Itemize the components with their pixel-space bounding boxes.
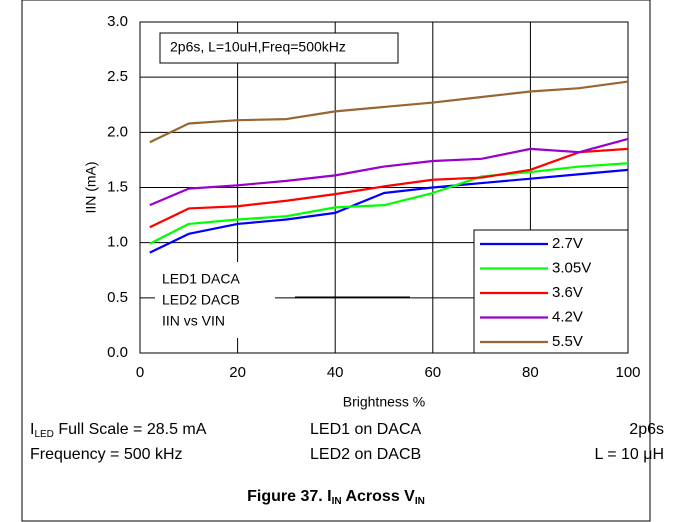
series-line	[149, 80, 629, 144]
legend-label: 4.2V	[552, 308, 583, 325]
note-box	[159, 32, 399, 64]
footer-text: I	[30, 421, 34, 438]
y-tick-label: 3.0	[107, 13, 128, 30]
caption: Figure 37. IIN Across VIN	[247, 488, 425, 506]
y-axis-label: IIN (mA)	[83, 161, 99, 213]
frame	[21, 0, 651, 522]
subscript: IN	[415, 496, 425, 507]
footer-middle: LED2 on DACB	[310, 446, 421, 463]
note: IIN vs VIN	[162, 313, 225, 329]
x-tick-label: 60	[424, 364, 441, 381]
x-tick-label: 40	[327, 364, 344, 381]
x-tick-label: 100	[615, 364, 640, 381]
legend-box	[473, 229, 629, 354]
footer-text: Full Scale = 28.5 mA	[54, 421, 207, 438]
footer-left: Frequency = 500 kHz	[30, 446, 183, 463]
legend-label: 5.5V	[552, 333, 583, 350]
legend-label: 2.7V	[552, 235, 583, 252]
x-tick-label: 80	[522, 364, 539, 381]
footer-right: L = 10 μH	[594, 446, 664, 463]
series-line	[149, 162, 629, 245]
footer-left: ILED Full Scale = 28.5 mA	[30, 421, 207, 439]
box-note: 2p6s, L=10uH,Freq=500kHz	[170, 39, 346, 55]
subscript: LED	[34, 429, 53, 440]
caption-text: Across V	[342, 488, 416, 505]
series-line	[149, 168, 629, 254]
y-tick-label: 2.5	[107, 68, 128, 85]
footer-text: Frequency = 500 kHz	[30, 446, 183, 463]
x-tick-label: 0	[136, 364, 144, 381]
y-tick-label: 0.0	[107, 344, 128, 361]
x-tick-label: 20	[229, 364, 246, 381]
y-tick-label: 2.0	[107, 123, 128, 140]
note-bg	[155, 262, 275, 338]
note: LED2 DACB	[162, 292, 240, 308]
plot-border	[139, 21, 629, 354]
legend-label: 3.6V	[552, 284, 583, 301]
footer-right: 2p6s	[629, 421, 664, 438]
subscript: IN	[332, 496, 342, 507]
x-axis-label: Brightness %	[343, 394, 425, 410]
y-tick-label: 1.0	[107, 234, 128, 251]
legend-label: 3.05V	[552, 259, 591, 276]
footer-middle: LED1 on DACA	[310, 421, 421, 438]
y-tick-label: 1.5	[107, 178, 128, 195]
note: LED1 DACA	[162, 271, 240, 287]
y-tick-label: 0.5	[107, 289, 128, 306]
series-line	[149, 147, 629, 229]
caption-text: Figure 37. I	[247, 488, 331, 505]
series-line	[149, 137, 629, 207]
